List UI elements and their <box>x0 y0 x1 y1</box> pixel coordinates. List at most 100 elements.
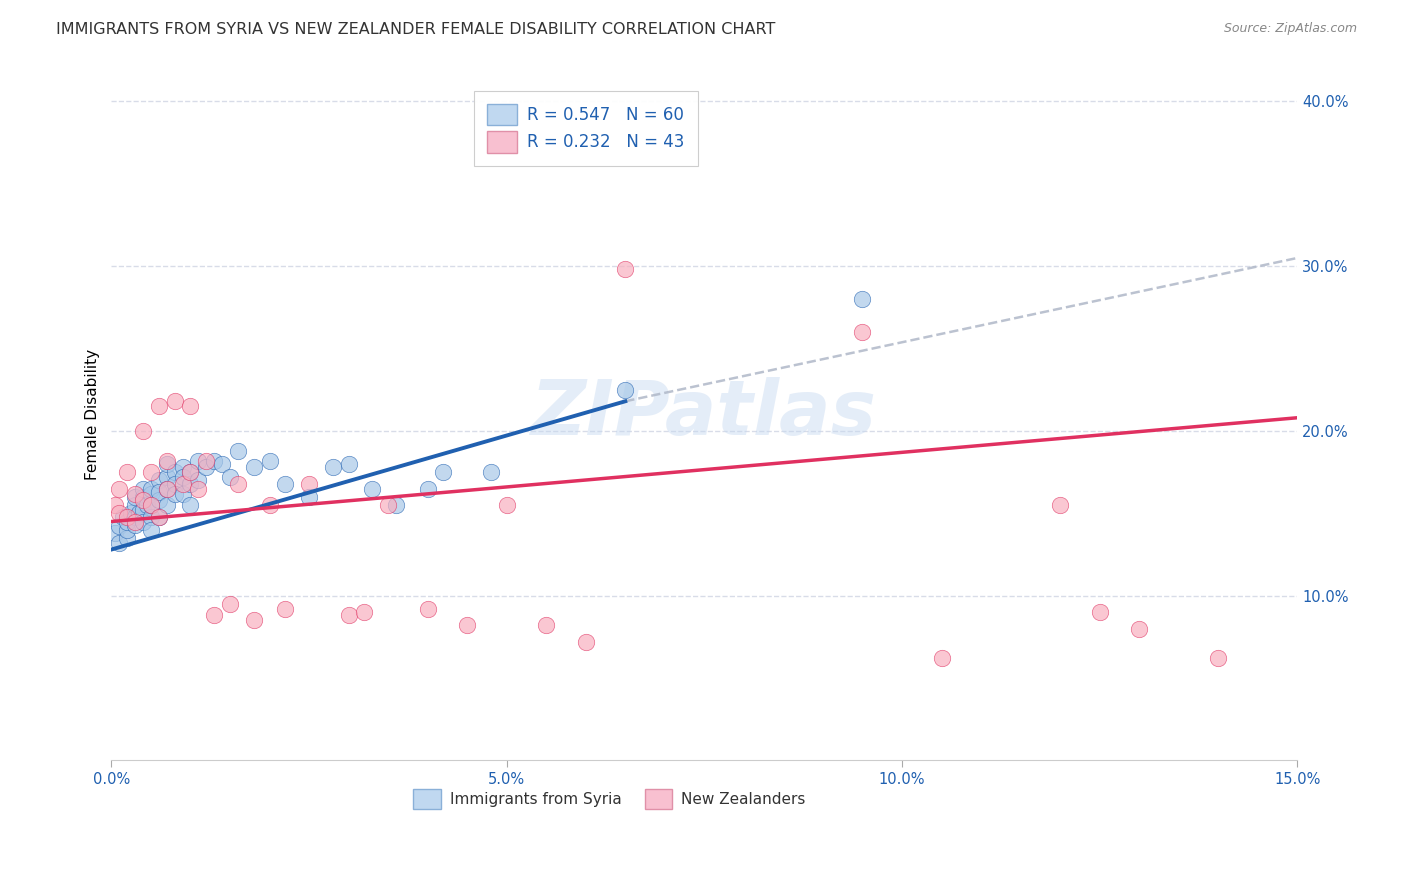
Point <box>416 482 439 496</box>
Point <box>298 476 321 491</box>
Point <box>202 453 225 467</box>
Point <box>115 531 138 545</box>
Point <box>361 482 384 496</box>
Point <box>495 498 517 512</box>
Point <box>115 465 138 479</box>
Point <box>132 493 155 508</box>
Point <box>1088 605 1111 619</box>
Point <box>1128 622 1150 636</box>
Point <box>124 486 146 500</box>
Point <box>274 476 297 491</box>
Point <box>274 602 297 616</box>
Point <box>187 482 209 496</box>
Point <box>163 476 186 491</box>
Point <box>536 618 558 632</box>
Point <box>104 498 127 512</box>
Point <box>115 515 138 529</box>
Point <box>156 482 179 496</box>
Point <box>108 506 131 520</box>
Point <box>259 453 281 467</box>
Point <box>128 506 150 520</box>
Point <box>115 509 138 524</box>
Point <box>139 498 162 512</box>
Legend: Immigrants from Syria, New Zealanders: Immigrants from Syria, New Zealanders <box>408 783 811 815</box>
Point <box>139 523 162 537</box>
Point <box>179 399 201 413</box>
Point <box>124 517 146 532</box>
Point <box>108 482 131 496</box>
Point <box>172 476 194 491</box>
Point <box>179 476 201 491</box>
Point <box>132 515 155 529</box>
Point <box>172 460 194 475</box>
Point <box>108 536 131 550</box>
Point <box>479 465 502 479</box>
Point <box>163 394 186 409</box>
Point <box>195 453 218 467</box>
Point <box>139 498 162 512</box>
Point <box>148 493 170 508</box>
Point <box>337 457 360 471</box>
Point <box>120 506 142 520</box>
Point <box>187 474 209 488</box>
Point <box>298 490 321 504</box>
Point <box>614 383 637 397</box>
Point <box>124 515 146 529</box>
Point <box>132 490 155 504</box>
Point <box>108 519 131 533</box>
Point <box>124 498 146 512</box>
Point <box>242 613 264 627</box>
Point <box>226 476 249 491</box>
Point <box>148 509 170 524</box>
Point <box>202 608 225 623</box>
Point <box>136 498 159 512</box>
Point <box>132 503 155 517</box>
Point <box>187 453 209 467</box>
Point <box>1049 498 1071 512</box>
Point <box>163 486 186 500</box>
Point <box>432 465 454 479</box>
Point <box>456 618 478 632</box>
Point <box>614 262 637 277</box>
Point <box>139 465 162 479</box>
Point <box>139 486 162 500</box>
Point <box>172 486 194 500</box>
Point <box>851 325 873 339</box>
Point <box>124 490 146 504</box>
Point <box>931 651 953 665</box>
Point <box>148 399 170 413</box>
Point <box>211 457 233 471</box>
Point <box>851 292 873 306</box>
Point <box>156 498 179 512</box>
Point <box>179 498 201 512</box>
Point <box>172 470 194 484</box>
Point <box>156 482 179 496</box>
Point <box>148 509 170 524</box>
Point <box>148 484 170 499</box>
Text: ZIPatlas: ZIPatlas <box>531 377 877 451</box>
Point <box>179 465 201 479</box>
Point <box>139 509 162 524</box>
Point <box>337 608 360 623</box>
Point <box>132 482 155 496</box>
Point <box>575 634 598 648</box>
Point <box>148 474 170 488</box>
Point <box>156 457 179 471</box>
Y-axis label: Female Disability: Female Disability <box>86 349 100 480</box>
Point <box>112 509 135 524</box>
Point <box>1206 651 1229 665</box>
Point <box>416 602 439 616</box>
Point <box>242 460 264 475</box>
Point <box>195 460 218 475</box>
Point <box>226 443 249 458</box>
Point <box>353 605 375 619</box>
Text: IMMIGRANTS FROM SYRIA VS NEW ZEALANDER FEMALE DISABILITY CORRELATION CHART: IMMIGRANTS FROM SYRIA VS NEW ZEALANDER F… <box>56 22 776 37</box>
Point <box>179 465 201 479</box>
Point <box>377 498 399 512</box>
Point <box>139 482 162 496</box>
Point <box>104 526 127 541</box>
Point <box>115 523 138 537</box>
Text: Source: ZipAtlas.com: Source: ZipAtlas.com <box>1223 22 1357 36</box>
Point <box>219 597 242 611</box>
Point <box>156 453 179 467</box>
